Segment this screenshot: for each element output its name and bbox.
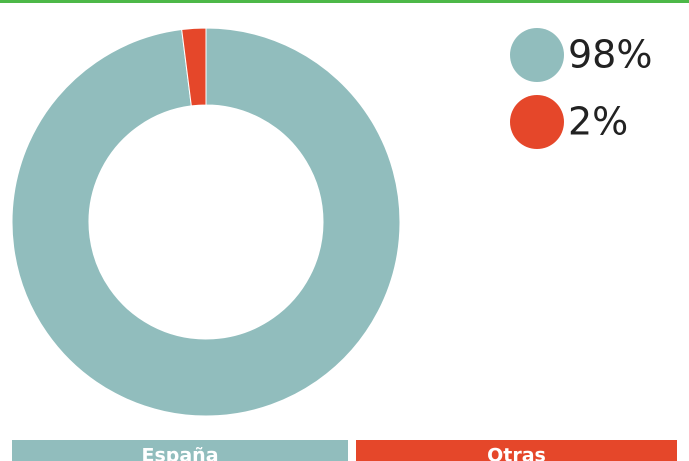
- donut-slice: [11, 27, 401, 417]
- legend-label: 98%: [568, 33, 652, 77]
- category-label: España: [141, 445, 218, 461]
- legend-swatch: [510, 95, 564, 149]
- legend-label: 2%: [568, 100, 628, 144]
- category-bar: [356, 440, 677, 461]
- top-rule: [0, 0, 689, 3]
- category-label: Otras: [487, 445, 546, 461]
- donut-slice: [181, 27, 207, 107]
- category-bar: [12, 440, 348, 461]
- legend-swatch: [510, 28, 564, 82]
